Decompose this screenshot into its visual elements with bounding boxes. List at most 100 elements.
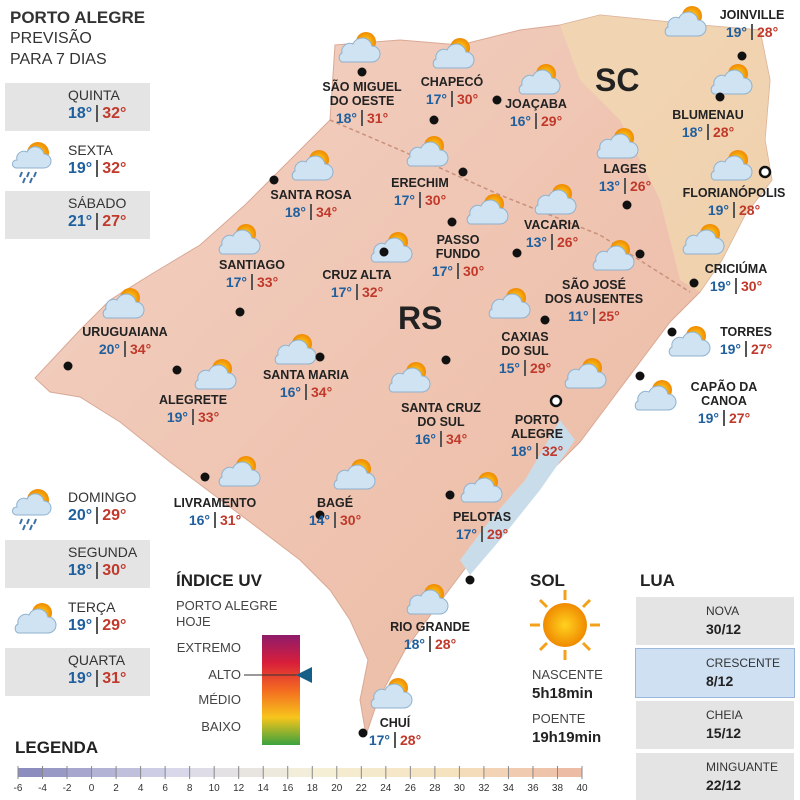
city-name: CANOA xyxy=(701,394,747,408)
temperatures: 19° 30° xyxy=(666,278,800,295)
legend-tick-label: 28 xyxy=(429,783,441,794)
legend-tick-label: 24 xyxy=(380,783,392,794)
max-temp: 29° xyxy=(535,113,563,129)
city-dot xyxy=(689,278,699,288)
day-name: DOMINGO xyxy=(68,489,137,505)
legend-swatch xyxy=(263,768,288,777)
city-dot xyxy=(635,371,645,381)
city-name: TORRES xyxy=(720,325,772,339)
temperatures: 18° 30° xyxy=(68,562,127,579)
min-temp: 18° xyxy=(68,562,93,579)
legend-tick-label: 36 xyxy=(527,783,539,794)
city-name: URUGUAIANA xyxy=(82,325,168,339)
city-name: SANTA ROSA xyxy=(270,188,352,202)
legend-tick-label: 12 xyxy=(233,783,245,794)
city: CAPÃO DA CANOA 19° 27° xyxy=(654,380,794,427)
state-border xyxy=(329,119,691,293)
legend-tick-label: 2 xyxy=(113,783,119,794)
min-temp: 18° xyxy=(403,636,425,652)
legend-swatch xyxy=(508,768,533,777)
temperatures: 14° 30° xyxy=(265,512,405,529)
city-dot xyxy=(379,247,389,257)
min-temp: 19° xyxy=(697,410,719,426)
min-temp: 18° xyxy=(681,124,703,140)
max-temp: 34° xyxy=(124,341,152,357)
max-temp: 30° xyxy=(451,91,479,107)
city: SANTA ROSA 18° 34° xyxy=(241,188,381,221)
max-temp: 28° xyxy=(707,124,735,140)
legend-swatch xyxy=(189,768,215,777)
day-name: TERÇA xyxy=(68,599,116,615)
forecast-day: TERÇA 19° 29° xyxy=(5,595,150,643)
city: CRICIÚMA 19° 30° xyxy=(666,262,800,295)
moon-phase: NOVA 30/12 xyxy=(636,597,794,645)
city-dot xyxy=(737,51,747,61)
legend-swatch xyxy=(91,768,117,777)
temperatures: 17° 32° xyxy=(287,284,427,301)
city-dot xyxy=(200,472,210,482)
forecast-day: SEXTA 19° 32° xyxy=(5,138,150,186)
min-temp: 19° xyxy=(725,24,747,40)
temperatures: 20° 29° xyxy=(68,507,127,524)
min-temp: 16° xyxy=(188,512,210,528)
lagoon xyxy=(460,420,575,575)
city: FLORIANÓPOLIS 19° 28° xyxy=(664,186,800,219)
min-temp: 13° xyxy=(598,178,620,194)
max-temp: 29° xyxy=(481,526,509,542)
city-name: CRICIÚMA xyxy=(704,262,768,276)
moon-name: CRESCENTE xyxy=(706,656,781,670)
city-dot xyxy=(512,248,522,258)
sun-icon xyxy=(530,590,600,660)
temperatures: 16° 29° xyxy=(466,113,606,130)
max-temp: 32° xyxy=(96,160,127,177)
legend-swatch xyxy=(67,768,92,777)
temperatures: 16° 34° xyxy=(236,384,376,401)
min-temp: 20° xyxy=(68,507,93,524)
temperatures: 13° 26° xyxy=(555,178,695,195)
legend-tick-label: 34 xyxy=(502,783,514,794)
city: VACARIA 13° 26° xyxy=(482,218,622,251)
city-name: DOS AUSENTES xyxy=(544,292,644,306)
temperatures: 18° 32° xyxy=(467,443,607,460)
sunrise-time: 5h18min xyxy=(532,685,593,702)
temperatures: 16° 31° xyxy=(145,512,285,529)
legend-tick-label: 16 xyxy=(282,783,294,794)
city: BLUMENAU 18° 28° xyxy=(638,108,778,141)
weather-icon xyxy=(338,31,381,63)
city: CHAPECÓ 17° 30° xyxy=(382,75,522,108)
min-temp: 17° xyxy=(225,274,247,290)
city-dot xyxy=(492,95,502,105)
legend-tick-label: 0 xyxy=(88,783,95,794)
moon-phase: CHEIA 15/12 xyxy=(636,701,794,749)
legend-tick-label: 18 xyxy=(306,783,318,794)
temperatures: 18° 31° xyxy=(292,110,432,127)
legend-tick-label: 30 xyxy=(453,783,465,794)
city: TORRES 19° 27° xyxy=(676,325,800,358)
city: CRUZ ALTA 17° 32° xyxy=(287,268,427,301)
title: PORTO ALEGRE xyxy=(10,8,146,27)
min-temp: 17° xyxy=(431,263,453,279)
min-temp: 19° xyxy=(707,202,729,218)
min-temp: 18° xyxy=(510,443,532,459)
temperatures: 19° 28° xyxy=(682,24,800,41)
subtitle: PREVISÃO xyxy=(10,30,92,47)
city-name: LIVRAMENTO xyxy=(173,496,257,510)
legend-title: LEGENDA xyxy=(15,738,99,757)
forecast-day: QUINTA 18° 32° xyxy=(5,83,150,131)
max-temp: 34° xyxy=(310,204,338,220)
min-temp: 19° xyxy=(719,341,741,357)
temperatures: 19° 31° xyxy=(68,670,127,687)
max-temp: 31° xyxy=(96,670,127,687)
city: ERECHIM 17° 30° xyxy=(350,176,490,209)
moon-date: 15/12 xyxy=(706,725,742,741)
uv-level: MÉDIO xyxy=(198,692,241,707)
min-temp: 19° xyxy=(68,160,93,177)
legend-tick-label: 20 xyxy=(331,783,343,794)
temperatures: 17° 30° xyxy=(350,192,490,209)
moon-title: LUA xyxy=(640,571,675,590)
weather-icon xyxy=(432,37,475,69)
legend-tick-label: 26 xyxy=(404,783,416,794)
city-name: DO SUL xyxy=(501,344,549,358)
city: SANTA CRUZ DO SUL 16° 34° xyxy=(371,401,511,448)
legend-swatch xyxy=(410,768,435,777)
